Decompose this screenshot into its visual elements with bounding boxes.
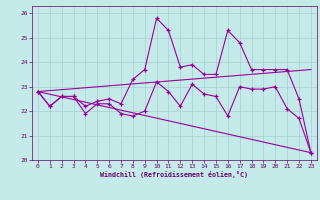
X-axis label: Windchill (Refroidissement éolien,°C): Windchill (Refroidissement éolien,°C) bbox=[100, 171, 248, 178]
